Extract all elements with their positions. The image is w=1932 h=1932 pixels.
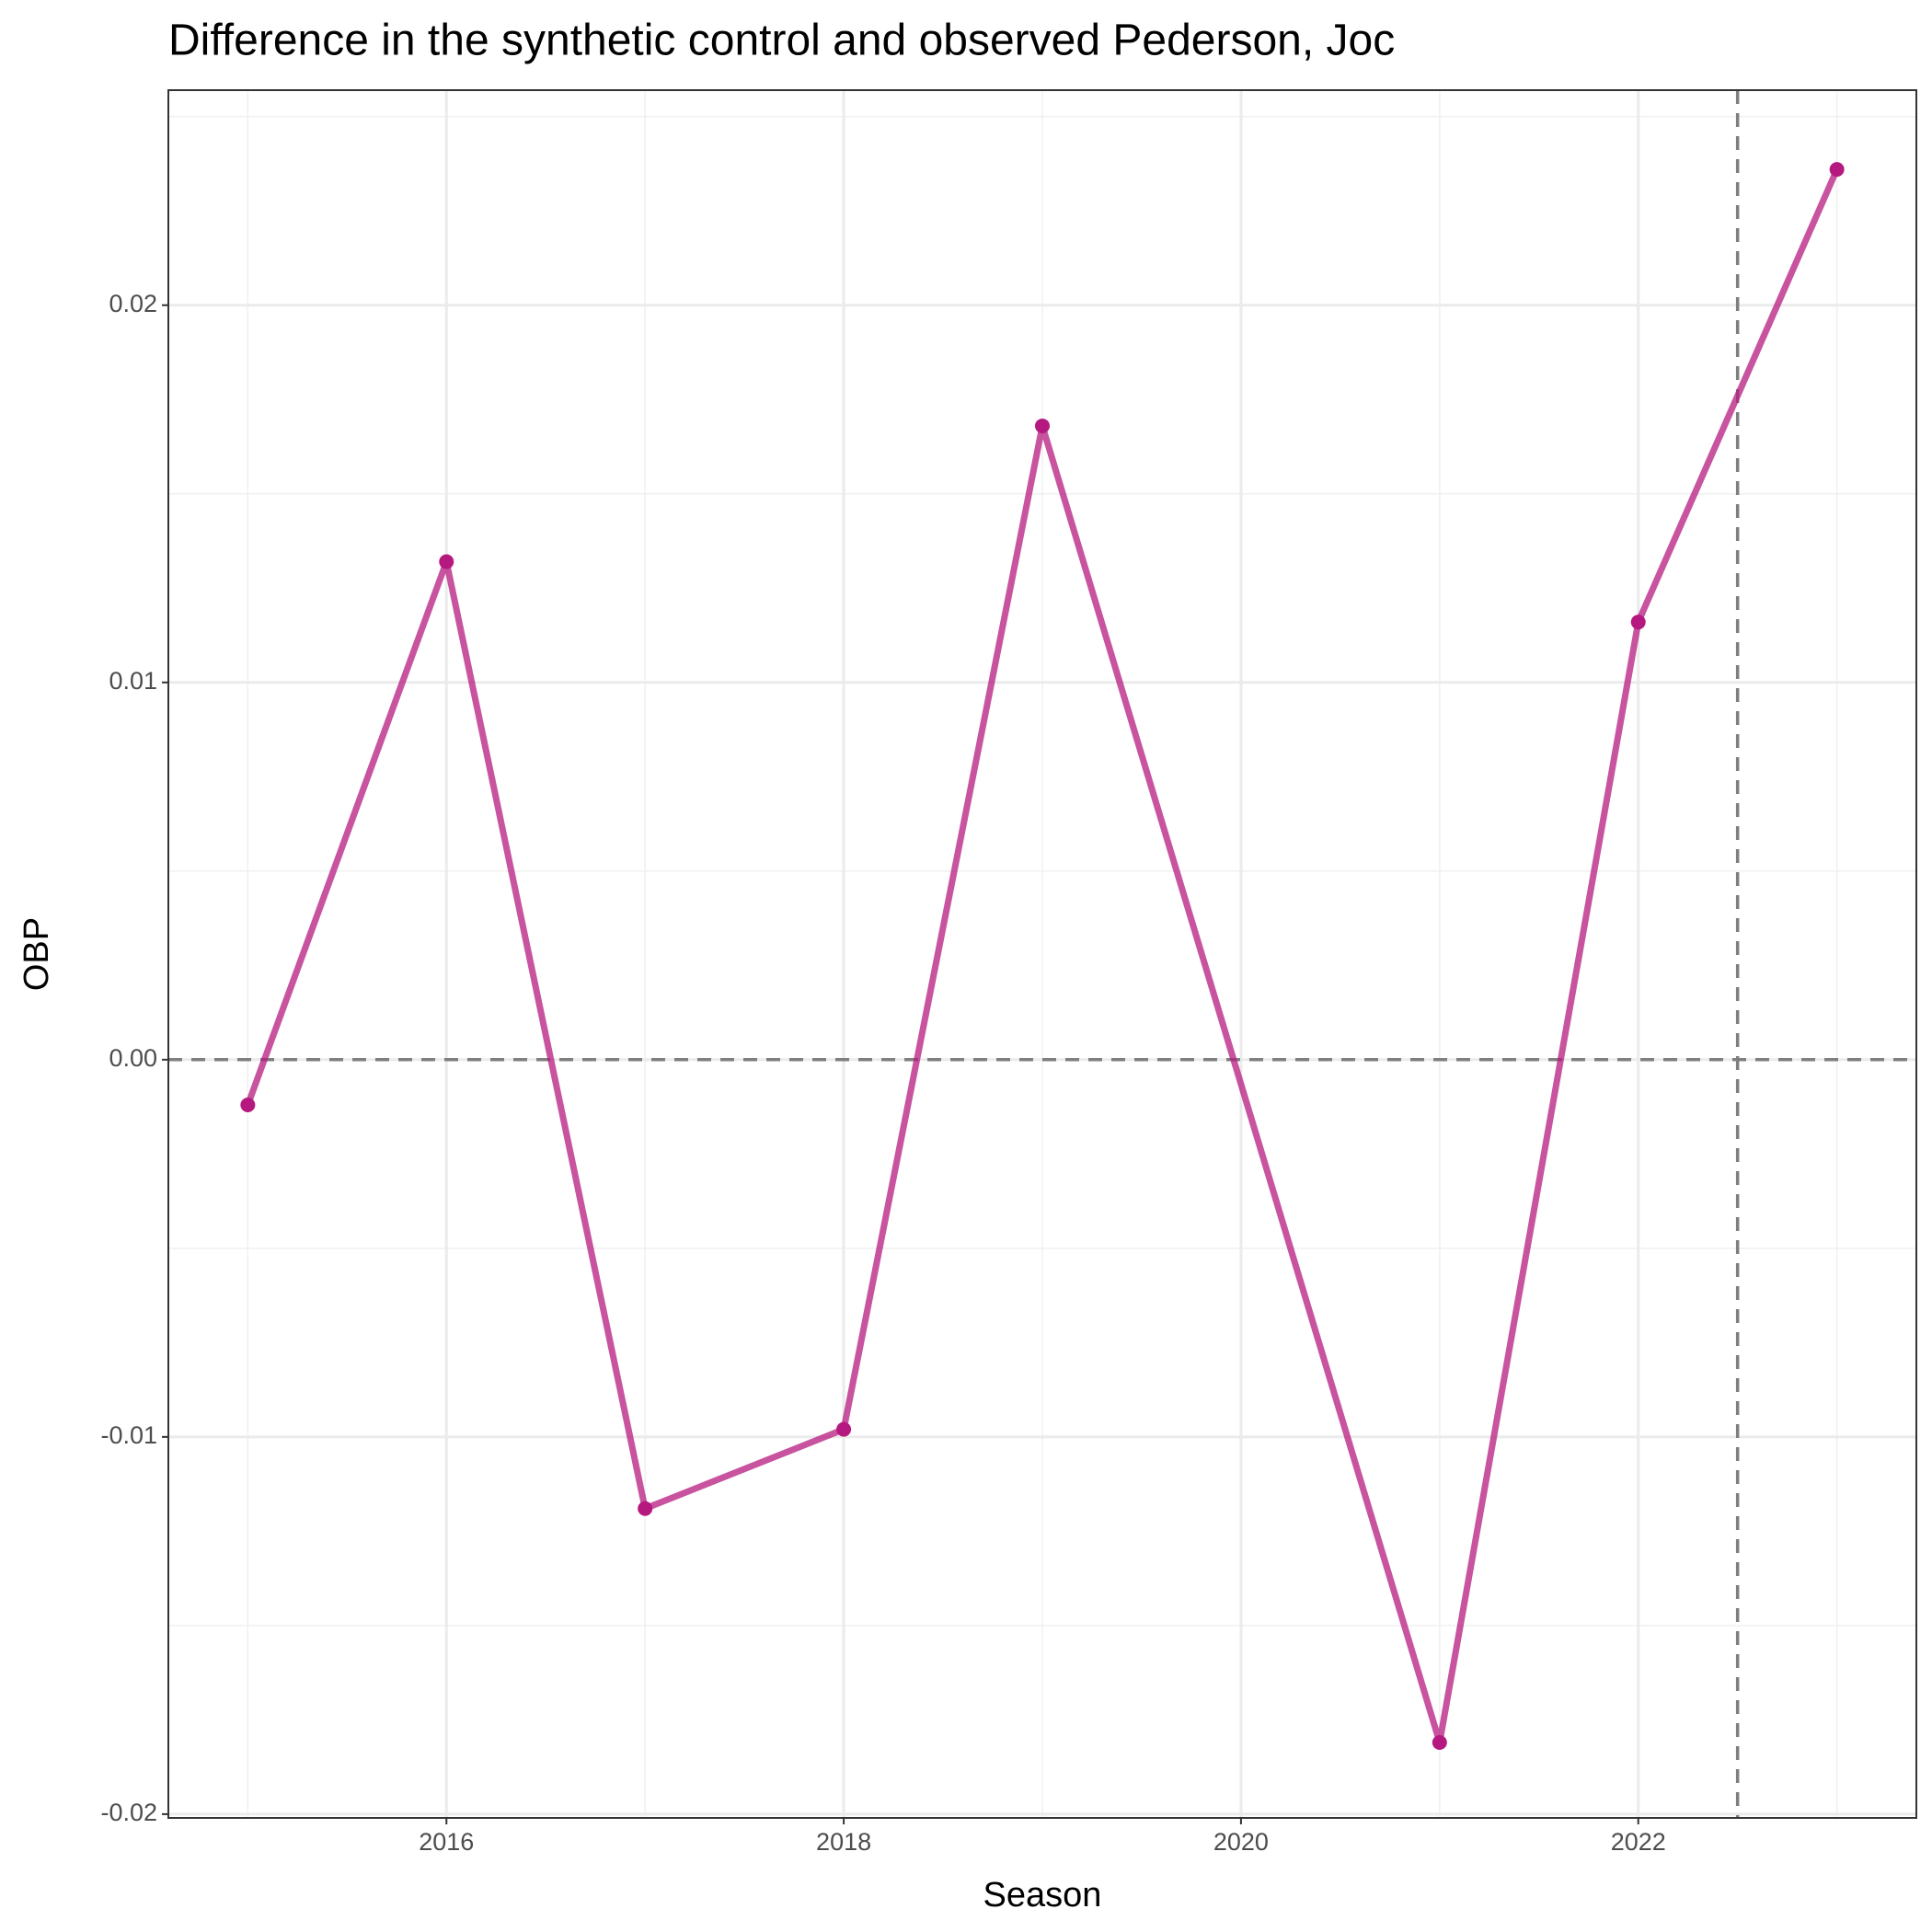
chart-title: Difference in the synthetic control and … bbox=[168, 17, 1395, 65]
data-point bbox=[638, 1501, 653, 1516]
data-point bbox=[1829, 162, 1845, 178]
panel-border bbox=[167, 89, 1917, 1819]
y-tick-label: 0.02 bbox=[109, 290, 157, 317]
x-tick-label: 2020 bbox=[1213, 1828, 1269, 1856]
data-point bbox=[439, 554, 454, 569]
x-axis-title: Season bbox=[983, 1876, 1102, 1915]
x-tick-label: 2016 bbox=[419, 1828, 474, 1856]
data-point bbox=[836, 1421, 852, 1437]
data-point bbox=[1432, 1734, 1447, 1750]
series-line bbox=[245, 167, 1840, 1746]
data-point bbox=[240, 1098, 256, 1113]
y-tick-label: 0.01 bbox=[109, 667, 157, 695]
x-tick-label: 2022 bbox=[1611, 1828, 1666, 1856]
data-point bbox=[1035, 418, 1050, 433]
y-tick-label: -0.01 bbox=[100, 1421, 157, 1449]
y-axis-title: OBP bbox=[17, 917, 56, 991]
y-tick-label: -0.02 bbox=[100, 1799, 157, 1826]
y-tick-label: 0.00 bbox=[109, 1044, 157, 1072]
data-point bbox=[1630, 615, 1646, 630]
x-tick-label: 2018 bbox=[816, 1828, 871, 1856]
